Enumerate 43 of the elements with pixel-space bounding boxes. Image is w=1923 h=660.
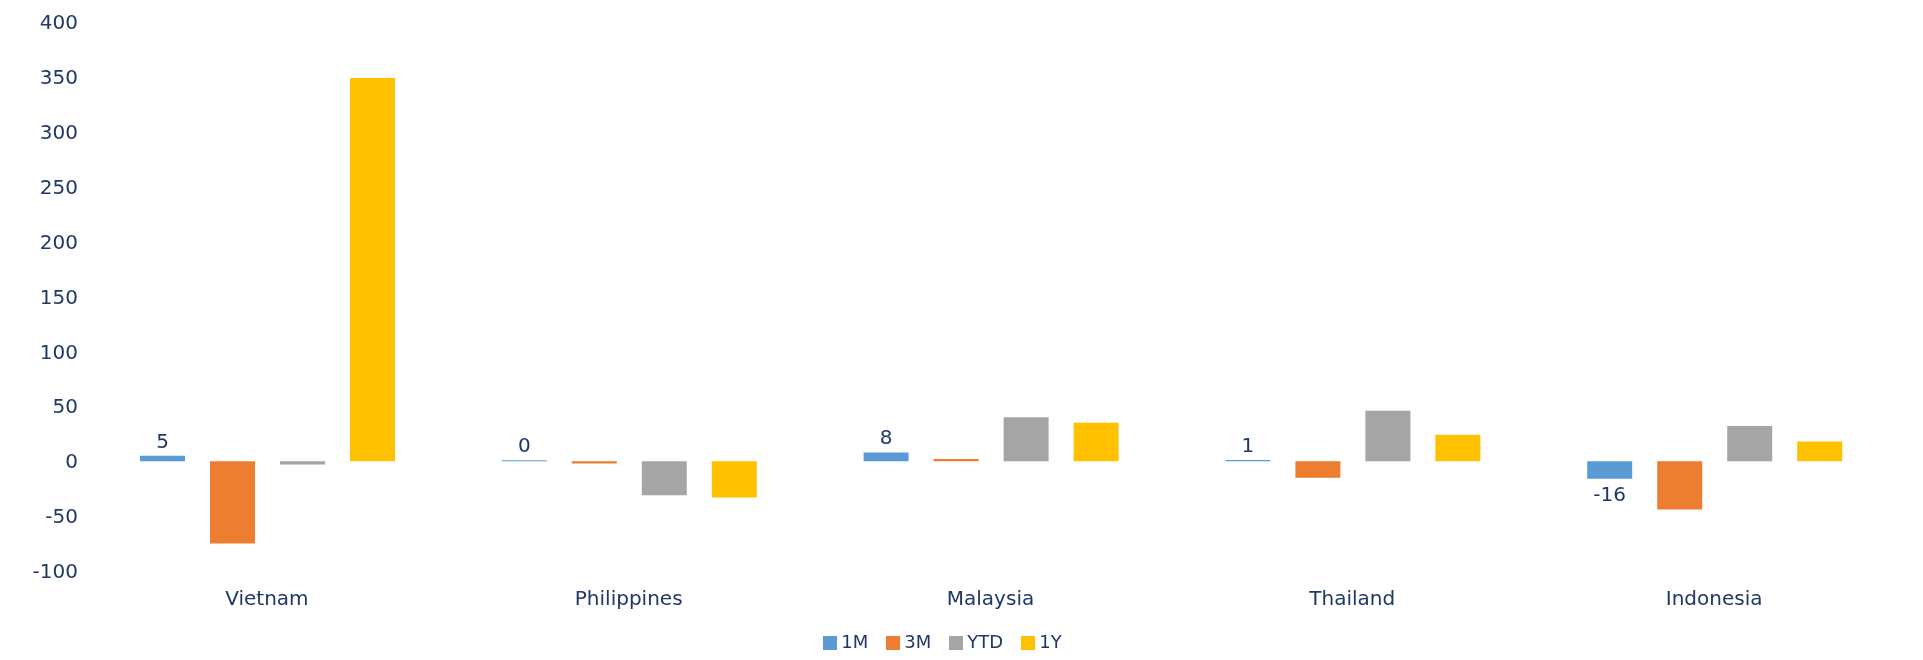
bar: [571, 461, 617, 464]
legend-label: YTD: [967, 631, 1004, 652]
data-label: 5: [156, 428, 169, 453]
y-tick-label: -50: [45, 504, 78, 529]
bar: [350, 78, 395, 462]
x-tick-label: Thailand: [1308, 586, 1396, 611]
data-label: 0: [517, 433, 531, 458]
bar: [1587, 461, 1633, 479]
y-tick-label: 200: [39, 229, 78, 254]
y-tick-label: 300: [39, 119, 78, 144]
bar: [933, 459, 979, 462]
bar: [1073, 422, 1119, 462]
y-tick-label: 100: [39, 339, 78, 364]
bar: [280, 461, 325, 465]
bar: [140, 455, 185, 462]
x-tick-label: Indonesia: [1665, 586, 1763, 611]
x-tick-label: Vietnam: [225, 586, 309, 611]
y-tick-label: 400: [39, 10, 78, 35]
bar: [1435, 434, 1481, 462]
bar: [210, 461, 255, 544]
bar: [1727, 426, 1773, 462]
bar: [1797, 441, 1843, 462]
x-tick-label: Philippines: [574, 586, 683, 611]
bar: [1003, 417, 1049, 462]
y-tick-label: 50: [52, 394, 78, 419]
bar: [863, 452, 909, 462]
data-label: 8: [879, 425, 893, 450]
data-label: 1: [1241, 433, 1255, 458]
legend-label: 1M: [841, 631, 869, 652]
bar: [641, 461, 687, 496]
legend-label: 3M: [904, 631, 932, 652]
bar: [711, 461, 757, 498]
legend-label: 1Y: [1039, 631, 1062, 652]
bar: [1657, 461, 1703, 510]
y-tick-label: -100: [32, 559, 78, 584]
y-tick-label: 350: [39, 65, 78, 89]
y-tick-label: 150: [39, 284, 78, 309]
bar: [1365, 410, 1411, 462]
y-tick-label: 0: [65, 449, 78, 474]
bar: [1295, 461, 1341, 478]
y-tick-label: 250: [39, 174, 78, 199]
x-tick-label: Malaysia: [946, 586, 1035, 611]
data-label: -16: [1593, 481, 1627, 506]
